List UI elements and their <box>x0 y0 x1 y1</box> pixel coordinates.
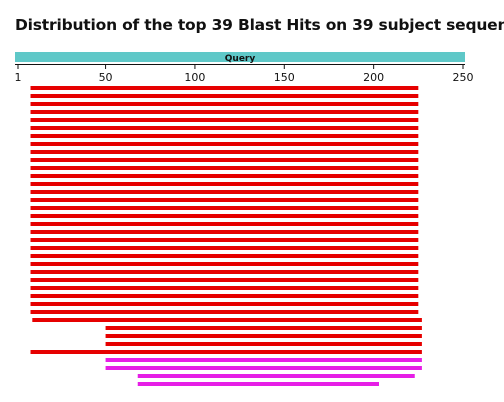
hit-bar[interactable] <box>30 278 419 282</box>
hit-bar[interactable] <box>30 110 419 114</box>
hit-bar[interactable] <box>30 206 419 210</box>
hit-bar[interactable] <box>30 238 419 242</box>
hit-bar[interactable] <box>30 94 419 98</box>
axis-ticks: 1 50 100 150 200 250 <box>15 64 474 84</box>
hit-bar[interactable] <box>30 158 419 162</box>
hit-bar[interactable] <box>30 198 419 202</box>
hit-bar[interactable] <box>30 174 419 178</box>
hit-bar[interactable] <box>30 150 419 154</box>
hit-bar[interactable] <box>30 222 419 226</box>
query-bar <box>15 52 465 62</box>
hit-bar[interactable] <box>30 270 419 274</box>
axis-tick-label: 50 <box>99 71 113 84</box>
axis-tick-label: 250 <box>453 71 474 84</box>
hit-bars <box>30 86 422 386</box>
hit-bar[interactable] <box>30 262 419 266</box>
hit-bar[interactable] <box>30 126 419 130</box>
hit-bar[interactable] <box>30 286 419 290</box>
hit-bar[interactable] <box>30 214 419 218</box>
chart-title: Distribution of the top 39 Blast Hits on… <box>15 16 504 34</box>
hit-bar[interactable] <box>30 190 419 194</box>
axis-tick-label: 100 <box>184 71 205 84</box>
hit-bar[interactable] <box>30 102 419 106</box>
axis-tick-label: 1 <box>15 71 22 84</box>
hit-bar[interactable] <box>30 166 419 170</box>
hit-bar[interactable] <box>30 86 419 90</box>
hit-bar[interactable] <box>30 254 419 258</box>
hit-bar[interactable] <box>30 246 419 250</box>
hit-bar[interactable] <box>30 294 419 298</box>
hit-bar[interactable] <box>105 334 422 338</box>
query-label: Query <box>225 54 256 64</box>
hit-bar[interactable] <box>30 142 419 146</box>
hit-bar[interactable] <box>30 118 419 122</box>
axis-tick-label: 200 <box>363 71 384 84</box>
hit-bar[interactable] <box>105 366 422 370</box>
hit-bar[interactable] <box>30 302 419 306</box>
axis-tick-label: 150 <box>274 71 295 84</box>
hit-bar[interactable] <box>105 342 422 346</box>
hit-bar[interactable] <box>30 134 419 138</box>
hit-bar[interactable] <box>105 326 422 330</box>
hit-bar[interactable] <box>30 182 419 186</box>
hit-bar[interactable] <box>137 382 380 386</box>
hit-bar[interactable] <box>30 350 422 354</box>
hit-bar[interactable] <box>30 310 419 314</box>
hit-bar[interactable] <box>137 374 415 378</box>
hit-bar[interactable] <box>30 230 419 234</box>
hit-bar[interactable] <box>32 318 422 322</box>
hit-bar[interactable] <box>105 358 422 362</box>
